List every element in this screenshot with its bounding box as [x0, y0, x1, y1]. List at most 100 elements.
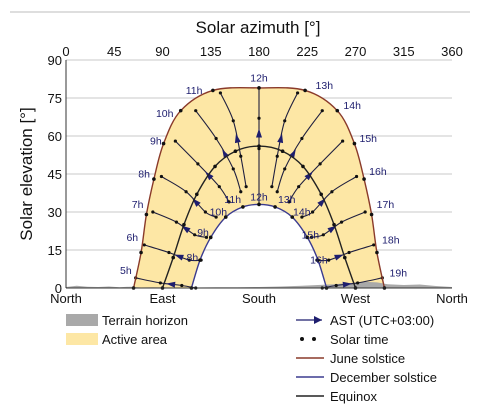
series-point: [241, 205, 245, 209]
series-point: [303, 88, 307, 93]
solar-time-dot: [257, 147, 261, 151]
ast-arrow-marker: [256, 128, 262, 138]
hour-label: 16h: [310, 255, 328, 267]
solar-time-dot: [347, 250, 351, 255]
legend-label: AST (UTC+03:00): [330, 313, 434, 328]
y-axis-title: Solar elevation [°]: [17, 107, 36, 240]
hour-label: 8h: [138, 169, 150, 181]
ast-arrow-marker: [174, 254, 184, 261]
solar-time-dot: [158, 281, 162, 285]
solar-time-dot: [372, 243, 376, 247]
ast-arrow-marker: [304, 171, 313, 181]
solar-time-dot: [311, 210, 315, 214]
series-point: [195, 192, 199, 197]
solar-time-dot: [341, 139, 345, 143]
hour-label-layer: 5h6h7h8h9h10h11h12h13h14h15h16h17h18h19h…: [120, 72, 407, 279]
series-point: [305, 235, 310, 240]
hour-label: 16h: [369, 166, 387, 178]
y-tick-label: 90: [48, 53, 62, 68]
solar-time-dot: [159, 174, 164, 179]
y-tick-label: 60: [48, 129, 62, 144]
solar-time-dot: [187, 258, 191, 262]
x-tick-label: 315: [393, 44, 415, 59]
solar-time-dot: [193, 233, 197, 237]
legend-arrow-head: [314, 316, 322, 324]
series-point: [352, 141, 357, 146]
hour-label: 9h: [150, 136, 162, 148]
hour-label: 15h: [360, 133, 378, 145]
solar-time-dot: [296, 91, 300, 95]
solar-time-dot: [287, 200, 291, 204]
terrain-horizon-fill: [66, 281, 452, 288]
solar-time-dot: [239, 154, 243, 158]
solar-time-dot: [203, 210, 207, 214]
solar-time-dot: [330, 190, 334, 194]
solar-time-dot: [283, 167, 287, 171]
solar-time-dot: [275, 190, 279, 194]
legend: Terrain horizon Active area AST (UTC+03:00…: [66, 313, 437, 404]
hour-label: 9h: [197, 227, 209, 239]
legend-patch: [66, 333, 98, 345]
hour-label: 13h: [278, 194, 296, 206]
solar-time-dot: [244, 185, 248, 189]
direction-label: West: [341, 291, 371, 306]
series-point: [152, 177, 156, 181]
x-tick-label: 360: [441, 44, 463, 59]
series-point: [171, 255, 176, 260]
solar-time-dot: [356, 281, 360, 285]
solar-time-dot: [334, 283, 338, 288]
solar-time-dot: [318, 162, 322, 166]
analemma-layer: [134, 86, 384, 290]
solar-time-dot: [180, 283, 184, 288]
solar-time-dot: [231, 167, 235, 171]
series-point: [182, 222, 186, 227]
solar-time-dot: [321, 233, 325, 237]
terrain-layer: [66, 281, 452, 288]
legend-label: December solstice: [330, 370, 437, 385]
solar-time-dot: [239, 190, 243, 194]
series-point: [144, 212, 149, 217]
series-point: [178, 108, 183, 113]
series-point: [342, 255, 347, 260]
x-tick-label: 90: [155, 44, 169, 59]
series-point: [223, 215, 228, 219]
solar-time-dot: [297, 185, 301, 189]
series-point: [332, 222, 336, 227]
solar-time-dot: [217, 185, 221, 189]
hour-label: 10h: [156, 108, 174, 120]
series-point: [257, 144, 261, 148]
series-point: [280, 149, 285, 153]
solar-time-dot: [214, 215, 218, 219]
solar-time-dot: [327, 258, 331, 262]
ast-arrow-marker: [205, 171, 214, 181]
series-point: [362, 177, 366, 181]
ast-arrow-marker: [234, 133, 241, 144]
series-point: [319, 192, 323, 197]
x-tick-label: 0: [62, 44, 69, 59]
x-tick-label: 45: [107, 44, 121, 59]
solar-time-dot: [309, 235, 314, 239]
series-point: [213, 164, 217, 169]
ast-arrow-marker: [334, 254, 344, 261]
hour-label: 7h: [132, 199, 144, 211]
series-point: [257, 86, 261, 90]
solar-time-dot: [320, 109, 324, 113]
solar-time-dot: [354, 174, 359, 179]
legend-label: Solar time: [330, 332, 389, 347]
legend-dot: [300, 337, 304, 341]
solar-time-dot: [257, 116, 261, 120]
y-tick-label: 75: [48, 91, 62, 106]
direction-label: North: [436, 291, 468, 306]
hour-label: 6h: [126, 232, 138, 244]
direction-label: East: [149, 291, 175, 306]
series-point: [257, 202, 261, 207]
hour-label: 19h: [390, 267, 408, 279]
hour-label: 10h: [210, 207, 228, 219]
legend-patch: [66, 314, 98, 326]
solar-time-dot: [214, 136, 218, 141]
solar-time-dot: [184, 190, 188, 194]
solar-time-dot: [339, 220, 344, 224]
series-point: [208, 235, 213, 240]
